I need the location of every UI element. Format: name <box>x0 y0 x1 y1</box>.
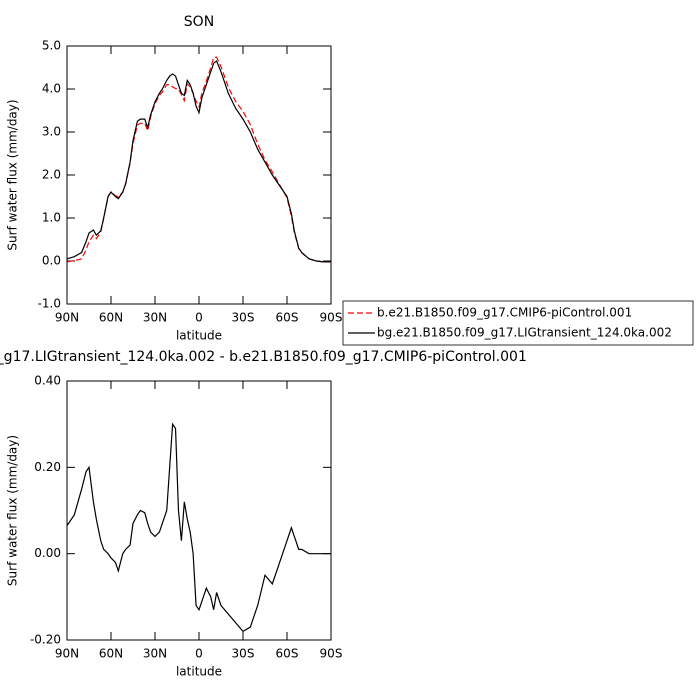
y-tick-label: 0.40 <box>34 374 61 388</box>
x-axis-label: latitude <box>176 329 222 343</box>
y-tick-label: -0.20 <box>30 633 61 647</box>
y-tick-label: 4.0 <box>42 82 61 96</box>
y-axis-label: Surf water flux (mm/day) <box>6 99 20 250</box>
y-axis-label: Surf water flux (mm/day) <box>6 435 20 586</box>
x-tick-label: 30N <box>143 647 167 661</box>
x-tick-label: 90S <box>320 311 343 325</box>
y-tick-label: 5.0 <box>42 39 61 53</box>
chart-title: SON <box>184 14 214 30</box>
x-axis-label: latitude <box>176 665 222 679</box>
y-tick-label: 0.00 <box>34 546 61 560</box>
y-tick-label: 0.20 <box>34 460 61 474</box>
series-line <box>66 60 331 263</box>
x-tick-label: 0 <box>195 311 203 325</box>
x-tick-label: 30S <box>232 311 255 325</box>
x-tick-label: 60N <box>99 647 123 661</box>
y-tick-label: -1.0 <box>38 297 61 311</box>
plot-frame <box>66 45 332 305</box>
x-tick-label: 90N <box>55 311 79 325</box>
y-tick-label: 3.0 <box>42 125 61 139</box>
y-tick-label: 2.0 <box>42 168 61 182</box>
legend-box <box>342 300 694 346</box>
x-tick-label: 90N <box>55 647 79 661</box>
legend-label: bg.e21.B1850.f09_g17.LIGtransient_124.0k… <box>377 326 672 340</box>
x-tick-label: 60S <box>276 311 299 325</box>
y-tick-label: 1.0 <box>42 211 61 225</box>
x-tick-label: 90S <box>320 647 343 661</box>
y-tick-label: 0.0 <box>42 254 61 268</box>
series-line <box>66 56 331 263</box>
x-tick-label: 60N <box>99 311 123 325</box>
plot-frame <box>66 380 332 641</box>
legend-label: b.e21.B1850.f09_g17.CMIP6-piControl.001 <box>377 306 632 320</box>
x-tick-label: 30N <box>143 311 167 325</box>
chart-title: bg.e21.B1850.f09_g17.LIGtransient_124.0k… <box>0 349 527 365</box>
x-tick-label: 60S <box>276 647 299 661</box>
x-tick-label: 0 <box>195 647 203 661</box>
series-line <box>66 422 331 633</box>
x-tick-label: 30S <box>232 647 255 661</box>
